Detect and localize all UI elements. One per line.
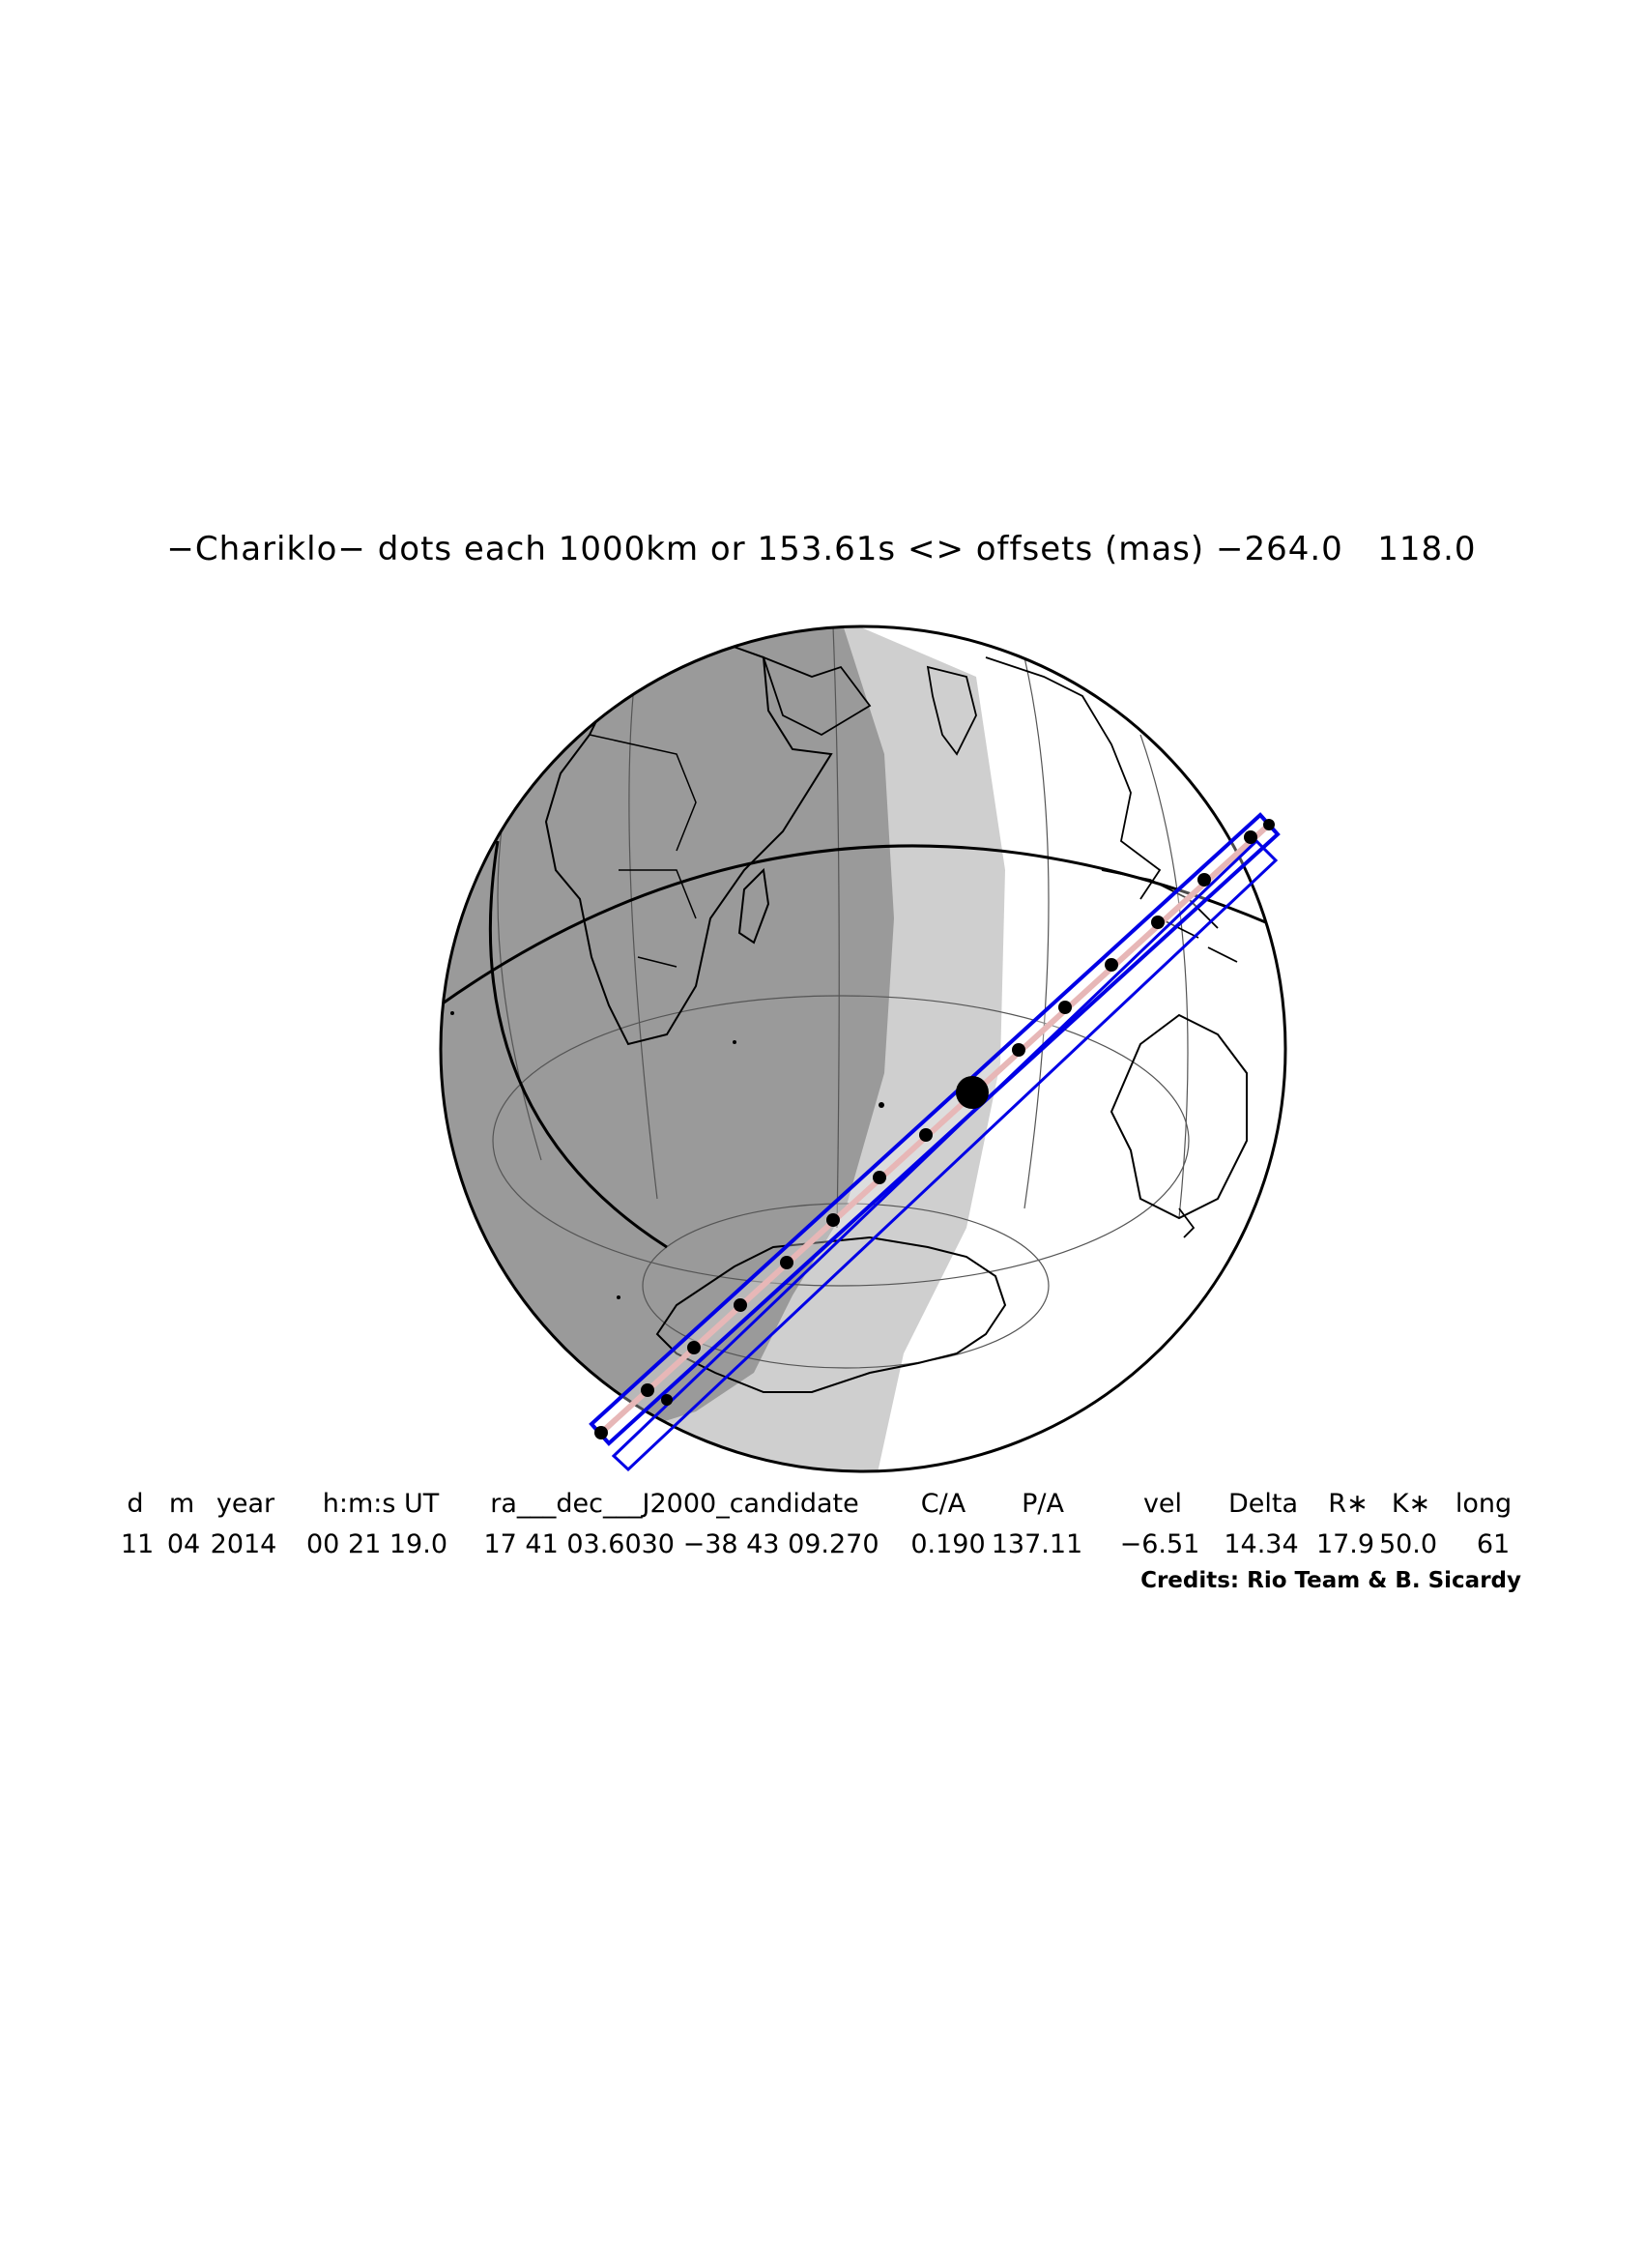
path-dot — [594, 1426, 608, 1439]
header-m: m — [168, 1489, 195, 1519]
shadow-path-outer — [611, 838, 1279, 1472]
path-dot — [687, 1341, 701, 1354]
path-dot — [1197, 873, 1211, 887]
header-d: d — [127, 1489, 144, 1519]
path-dot — [826, 1213, 840, 1227]
header-radec: ra___dec___J2000_candidate — [490, 1489, 859, 1519]
graticule — [492, 626, 1190, 1369]
plot-title: −Chariklo− dots each 1000km or 153.61s <… — [166, 530, 1477, 568]
header-pa: P/A — [1022, 1489, 1064, 1519]
credits-text: Credits: Rio Team & B. Sicardy — [1140, 1568, 1521, 1593]
value-ca: 0.190 — [910, 1529, 986, 1559]
path-dot — [1151, 916, 1165, 929]
path-dot — [780, 1256, 793, 1269]
path-dot — [873, 1171, 886, 1184]
header-time: h:m:s UT — [322, 1489, 440, 1519]
path-dot — [641, 1383, 654, 1397]
value-m: 04 — [166, 1529, 201, 1559]
value-kstar: 50.0 — [1378, 1529, 1438, 1559]
globe-outline — [439, 625, 1287, 1473]
antarctica-outline — [655, 1236, 1007, 1393]
header-long: long — [1455, 1489, 1513, 1519]
value-time: 00 21 19.0 — [306, 1529, 447, 1559]
value-delta: 14.34 — [1224, 1529, 1299, 1559]
header-vel: vel — [1142, 1489, 1183, 1519]
terminator-meridian — [488, 840, 668, 1249]
closest-approach-dot — [956, 1076, 989, 1109]
path-dot — [1012, 1043, 1025, 1057]
australia-outline — [1110, 1013, 1248, 1220]
value-d: 11 — [120, 1529, 155, 1559]
path-dot — [919, 1128, 933, 1142]
value-radec: 17 41 03.6030 −38 43 09.270 — [483, 1529, 879, 1559]
path-dot — [1263, 819, 1275, 830]
value-long: 61 — [1476, 1529, 1511, 1559]
path-dot — [734, 1298, 747, 1312]
path-dot — [1058, 1001, 1072, 1014]
africa-outline — [544, 631, 833, 1046]
time-dots — [594, 819, 1275, 1439]
path-dot — [661, 1394, 673, 1406]
india-outline — [926, 665, 977, 756]
value-year: 2014 — [210, 1529, 277, 1559]
madagascar-outline — [737, 867, 770, 945]
header-rstar: R∗ — [1328, 1489, 1369, 1519]
value-rstar: 17.9 — [1315, 1529, 1375, 1559]
header-delta: Delta — [1227, 1489, 1299, 1519]
occultation-globe-map — [439, 625, 1287, 1473]
value-vel: −6.51 — [1119, 1529, 1200, 1559]
header-kstar: K∗ — [1391, 1489, 1431, 1519]
value-pa: 137.11 — [991, 1529, 1083, 1559]
header-ca: C/A — [920, 1489, 966, 1519]
path-dot — [1244, 830, 1257, 844]
path-dot — [1105, 958, 1118, 972]
event-table: d m year h:m:s UT ra___dec___J2000_candi… — [0, 1489, 1643, 1566]
header-year: year — [216, 1489, 275, 1519]
